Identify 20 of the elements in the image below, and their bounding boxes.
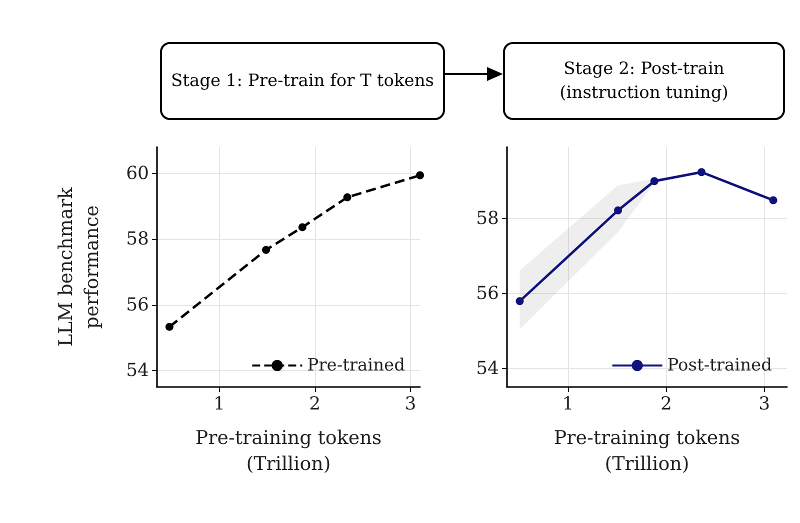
y-tick-label: 56: [126, 294, 149, 316]
y-tick-label: 56: [476, 282, 499, 304]
x-tick-label: 2: [309, 394, 321, 414]
x-tick-label: 1: [562, 394, 574, 414]
text: Stage 1: Pre-train for T tokens: [160, 42, 445, 120]
x-tick-label: 3: [758, 394, 770, 414]
x-tick-label: 2: [660, 394, 672, 414]
legend-label: Post-trained: [667, 356, 772, 376]
y-tick-label: 54: [476, 358, 499, 379]
text: Stage 2: Post-train (instruction tuning): [503, 42, 785, 120]
y-tick-label: 58: [126, 228, 149, 250]
legend-label: Pre-trained: [307, 356, 406, 376]
x-tick-label: 3: [404, 394, 416, 414]
y-axis-title: LLM benchmark performance: [55, 186, 103, 347]
y-tick-label: 54: [126, 360, 149, 382]
x-axis-title: Pre-training tokens (Trillion): [195, 427, 382, 475]
x-axis-title: Pre-training tokens (Trillion): [554, 427, 740, 475]
y-tick-label: 58: [476, 208, 499, 229]
x-tick-label: 1: [213, 394, 225, 414]
y-tick-label: 60: [126, 162, 149, 184]
